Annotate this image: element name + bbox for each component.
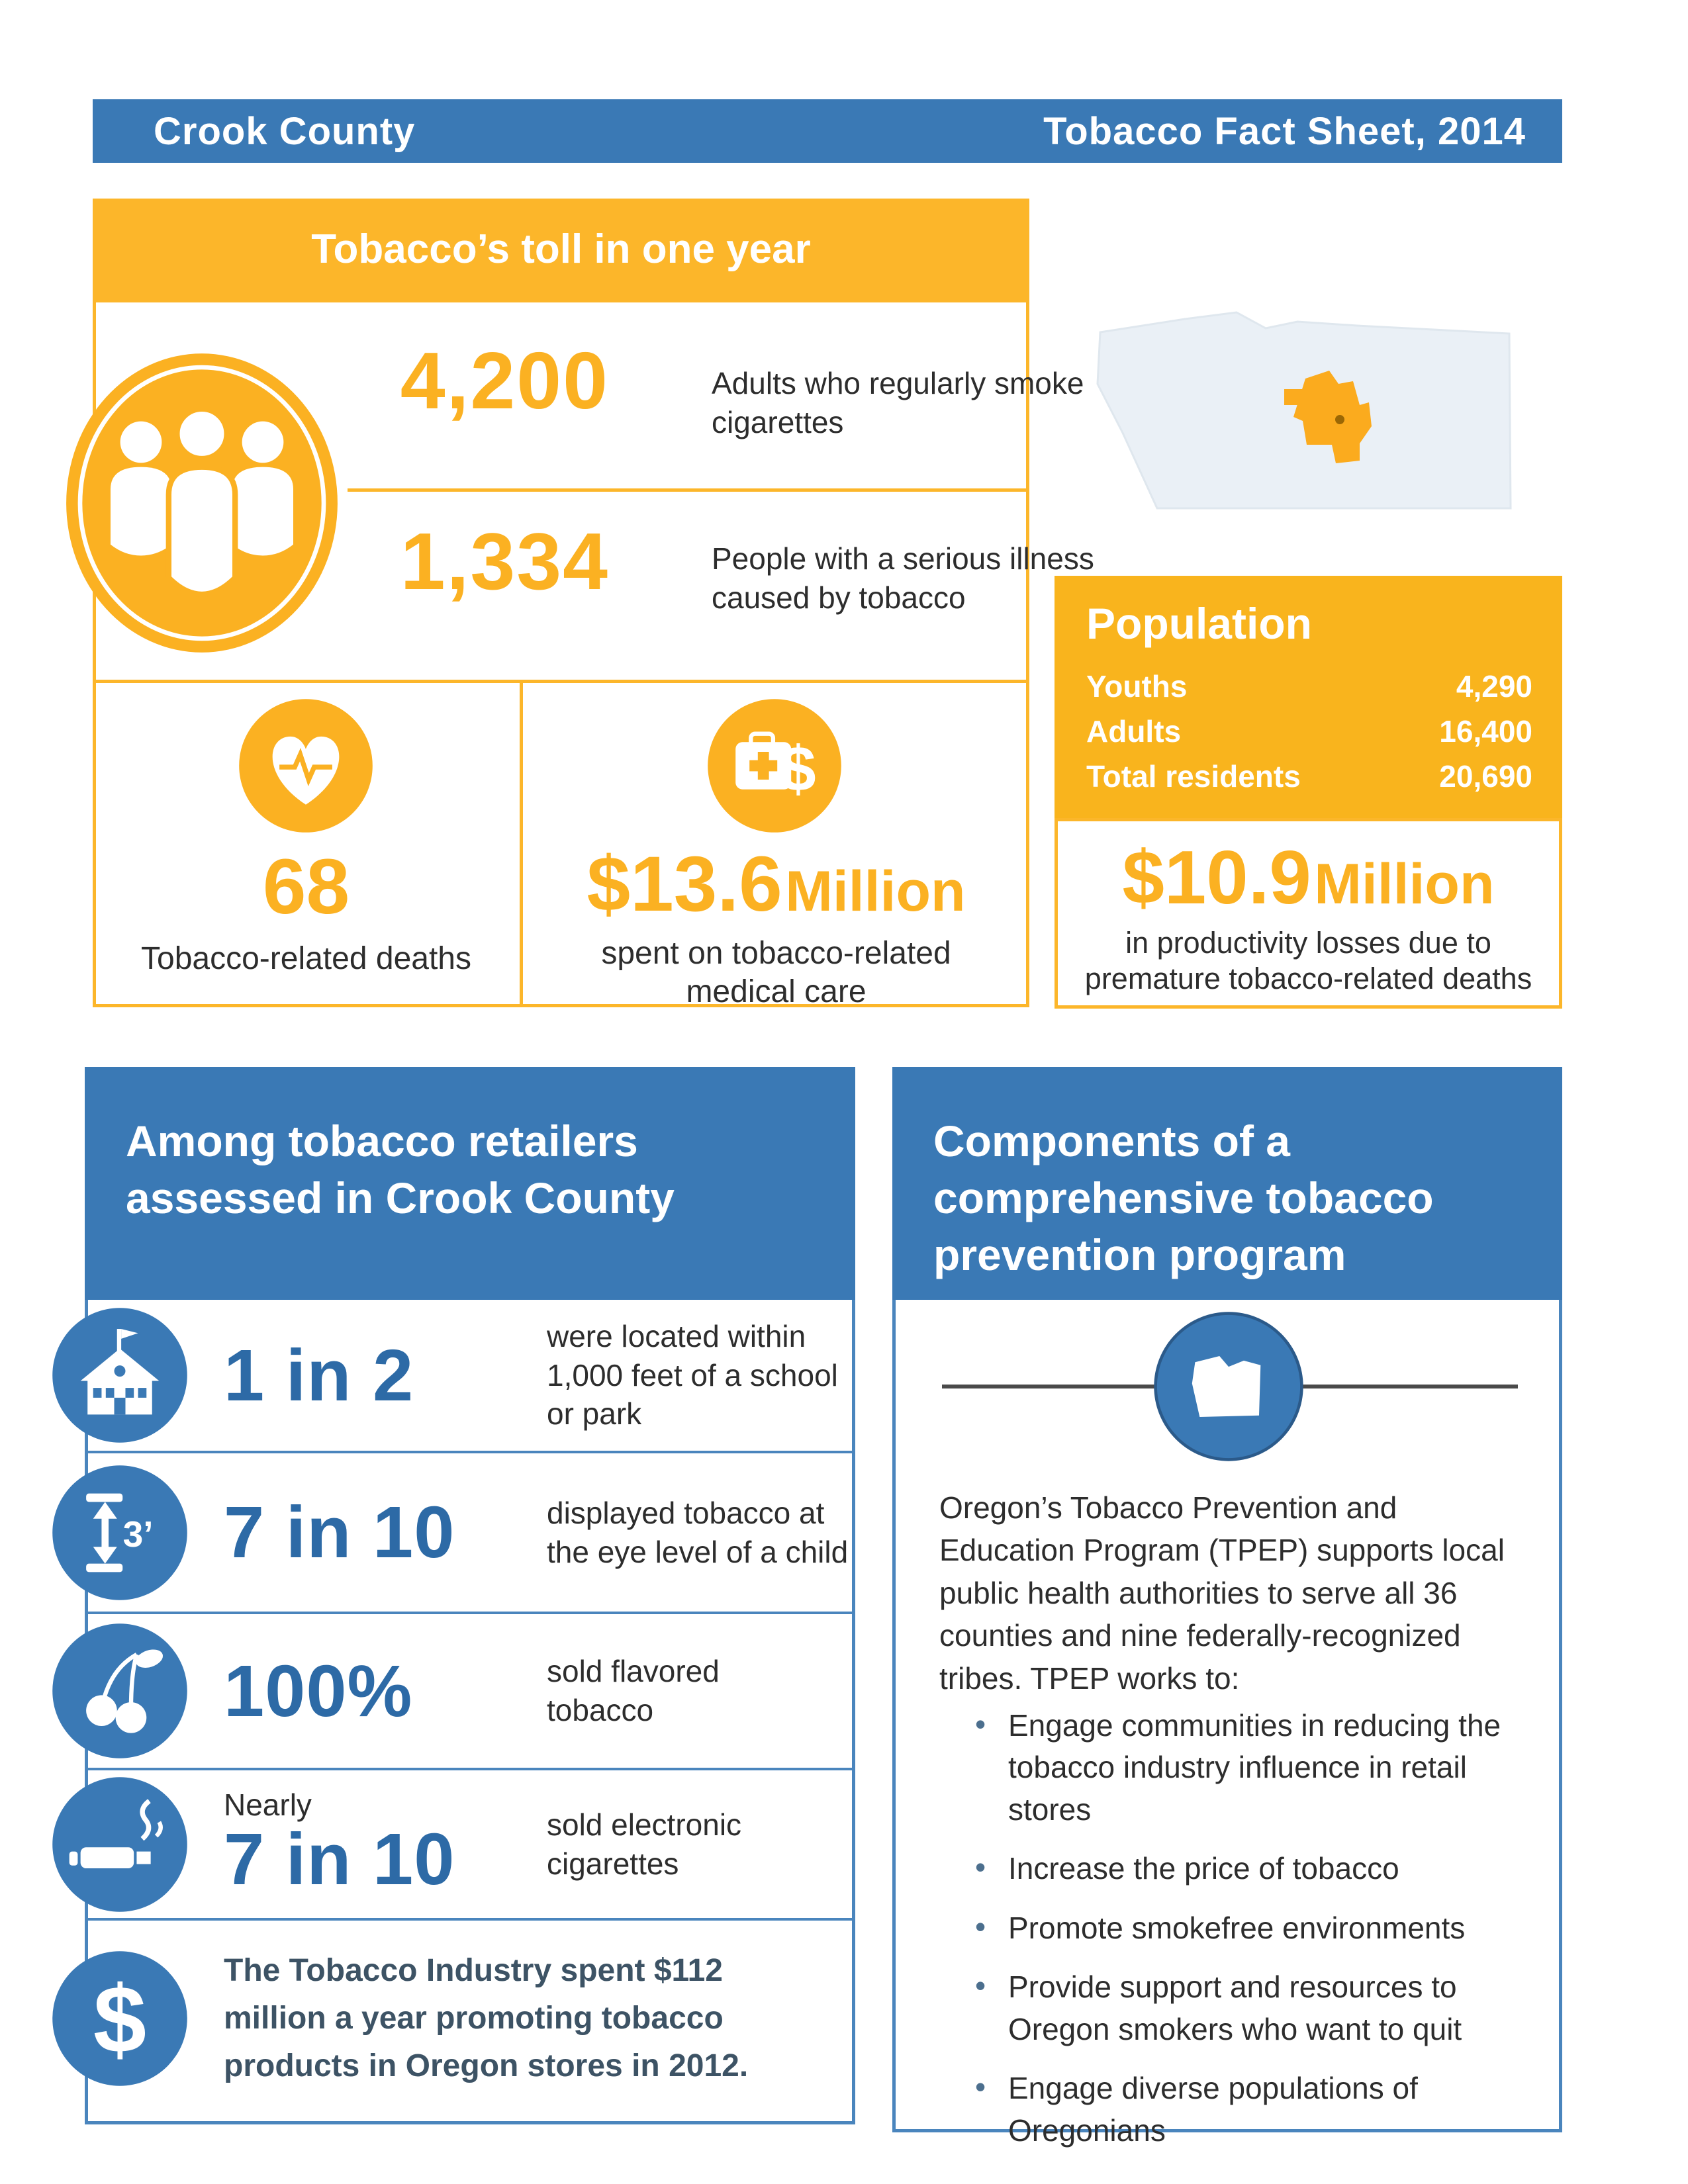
height-ruler-icon: 3’ xyxy=(52,1465,187,1600)
height-badge: 3’ xyxy=(123,1514,154,1555)
tobacco-industry-footnote: The Tobacco Industry spent $112 million … xyxy=(224,1952,749,2083)
population-row-value: 16,400 xyxy=(1439,714,1532,749)
population-row: Youths 4,290 xyxy=(1086,668,1532,704)
population-row-label: Total residents xyxy=(1086,759,1301,794)
productivity-amount: $10.9 xyxy=(1122,836,1311,920)
medical-cost-icon: $ xyxy=(708,699,841,833)
oregon-state-icon xyxy=(1154,1312,1303,1461)
population-row: Adults 16,400 xyxy=(1086,713,1532,749)
population-title: Population xyxy=(1086,599,1312,648)
deaths-value: 68 xyxy=(262,843,350,931)
header-bar: Crook County Tobacco Fact Sheet, 2014 xyxy=(93,99,1562,163)
crook-county-shape xyxy=(1293,371,1372,463)
population-row-label: Adults xyxy=(1086,714,1182,749)
components-title: Components of a comprehensive tobacco pr… xyxy=(933,1116,1434,1279)
medical-value: $13.6 Million xyxy=(530,839,1023,929)
productivity-value: $10.9 Million xyxy=(1058,835,1559,921)
illness-label: People with a serious illness caused by … xyxy=(712,541,1094,615)
retailer-stat-label: were located within 1,000 feet of a scho… xyxy=(547,1318,838,1432)
illness-value: 1,334 xyxy=(400,516,609,606)
population-rows: Youths 4,290 Adults 16,400 Total residen… xyxy=(1086,668,1532,794)
toll-divider-vertical xyxy=(520,680,523,1007)
tpep-goal-item: Provide support and resources to Oregon … xyxy=(970,1965,1519,2050)
retailer-row-ecig: Nearly 7 in 10 sold electronic cigarette… xyxy=(52,1770,852,1921)
components-header: Components of a comprehensive tobacco pr… xyxy=(892,1067,1562,1300)
retailer-row-school: 1 in 2 were located within 1,000 feet of… xyxy=(52,1300,852,1453)
toll-divider-1 xyxy=(348,488,1029,492)
deaths-label: Tobacco-related deaths xyxy=(141,941,471,976)
retailer-stat-value: 1 in 2 xyxy=(224,1334,414,1416)
population-row-label: Youths xyxy=(1086,669,1188,704)
population-row: Total residents 20,690 xyxy=(1086,758,1532,794)
heart-ekg-icon xyxy=(239,699,373,833)
page-title: Tobacco Fact Sheet, 2014 xyxy=(1043,109,1526,153)
population-row-value: 20,690 xyxy=(1439,759,1532,794)
retailer-stat-label: sold flavored tobacco xyxy=(547,1654,720,1727)
components-body: Oregon’s Tobacco Prevention and Educatio… xyxy=(892,1300,1562,2148)
productivity-unit: Million xyxy=(1314,852,1495,916)
population-row-value: 4,290 xyxy=(1456,669,1532,704)
tpep-goal-item: Engage communities in reducing the tobac… xyxy=(970,1704,1519,1831)
toll-title: Tobacco’s toll in one year xyxy=(311,226,811,272)
retailers-header: Among tobacco retailers assessed in Croo… xyxy=(85,1067,855,1300)
people-group-icon xyxy=(66,353,338,653)
smokers-value: 4,200 xyxy=(400,336,609,426)
toll-box xyxy=(93,299,1029,1007)
retailers-title: Among tobacco retailers assessed in Croo… xyxy=(126,1116,675,1222)
productivity-label: in productivity losses due to premature … xyxy=(1084,926,1532,995)
county-name: Crook County xyxy=(154,109,416,153)
retailer-stat-value: 100% xyxy=(224,1650,413,1732)
retailer-row-flavored: 100% sold flavored tobacco xyxy=(52,1614,852,1770)
dollar-glyph: $ xyxy=(93,1966,146,2072)
retailer-stat-value: 7 in 10 xyxy=(224,1492,455,1573)
dollar-icon: $ xyxy=(52,1950,187,2086)
city-dot xyxy=(1335,415,1344,424)
tpep-goal-list: Engage communities in reducing the tobac… xyxy=(970,1704,1519,2169)
retailer-stat-label: displayed tobacco at the eye level of a … xyxy=(547,1495,849,1569)
productivity-box: $10.9 Million in productivity losses due… xyxy=(1055,818,1562,1009)
retailer-row-eye-level: 3’ 7 in 10 displayed tobacco at the eye … xyxy=(52,1453,852,1614)
school-icon xyxy=(52,1308,187,1443)
tpep-goal-item: Increase the price of tobacco xyxy=(970,1846,1519,1889)
tpep-intro-paragraph: Oregon’s Tobacco Prevention and Educatio… xyxy=(939,1490,1505,1696)
smokers-label: Adults who regularly smoke cigarettes xyxy=(712,366,1084,439)
medical-label: spent on tobacco-related medical care xyxy=(601,936,951,1009)
retailer-footnote-row: $ The Tobacco Industry spent $112 millio… xyxy=(52,1921,852,2116)
retailer-stat-label: sold electronic cigarettes xyxy=(547,1807,742,1881)
tpep-goal-item: Promote smokefree environments xyxy=(970,1906,1519,1949)
toll-section-header: Tobacco’s toll in one year xyxy=(93,199,1029,299)
e-cigarette-icon xyxy=(52,1776,187,1912)
oregon-county-map xyxy=(1096,311,1512,510)
toll-divider-2 xyxy=(93,680,1029,683)
medical-amount: $13.6 xyxy=(586,841,782,928)
medical-dollar-glyph: $ xyxy=(780,734,816,805)
tpep-goal-item: Engage diverse populations of Oregonians xyxy=(970,2066,1519,2152)
retailer-stat-number: 7 in 10 xyxy=(224,1819,455,1900)
population-box: Population Youths 4,290 Adults 16,400 To… xyxy=(1055,576,1562,818)
medical-unit: Million xyxy=(785,860,966,923)
retailer-stat-prefix: Nearly xyxy=(224,1788,312,1822)
retailer-stat-value: Nearly 7 in 10 xyxy=(224,1787,535,1901)
cherries-icon xyxy=(52,1623,187,1758)
retailers-body: 1 in 2 were located within 1,000 feet of… xyxy=(52,1300,855,2124)
